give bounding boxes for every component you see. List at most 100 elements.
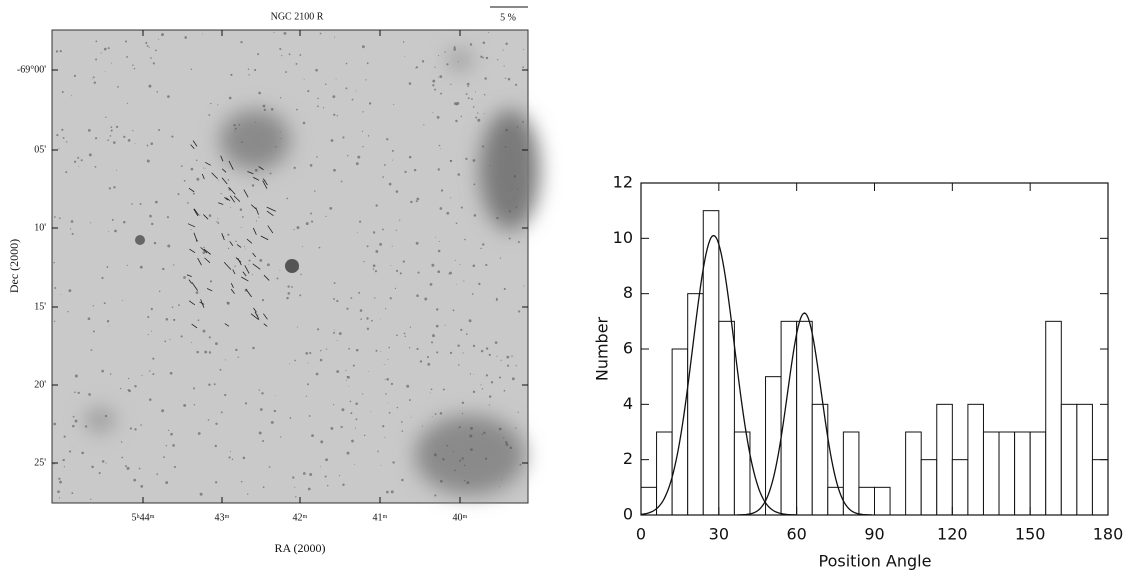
star: [517, 241, 520, 244]
star: [466, 82, 470, 86]
star: [455, 119, 458, 123]
star: [523, 285, 525, 287]
star: [234, 127, 237, 130]
star: [386, 138, 389, 141]
vector: [229, 195, 235, 203]
star: [217, 104, 219, 106]
star: [366, 62, 369, 65]
star: [471, 293, 474, 295]
star: [382, 176, 385, 178]
star: [111, 62, 113, 64]
star: [258, 319, 260, 321]
bar: [842, 431, 860, 516]
star: [251, 184, 255, 187]
star: [501, 479, 503, 481]
star: [516, 126, 519, 128]
star: [431, 263, 435, 267]
star: [238, 124, 241, 126]
star: [346, 451, 350, 455]
star: [217, 221, 220, 224]
star: [401, 478, 404, 482]
star: [352, 364, 355, 367]
star: [465, 93, 468, 95]
star: [387, 358, 389, 360]
star: [117, 86, 119, 88]
vector: [188, 187, 195, 193]
star: [340, 425, 343, 429]
star: [106, 320, 110, 323]
star: [302, 472, 306, 475]
star: [461, 401, 465, 404]
star: [255, 121, 257, 123]
star: [60, 294, 62, 296]
star: [197, 319, 200, 322]
star: [404, 56, 406, 58]
star: [453, 102, 457, 106]
star: [429, 282, 433, 286]
star: [302, 246, 304, 248]
star: [380, 351, 382, 353]
star: [307, 487, 311, 491]
star: [319, 32, 322, 35]
star: [332, 95, 336, 99]
vector: [266, 210, 274, 216]
bar: [998, 431, 1016, 516]
star: [59, 49, 62, 53]
star: [513, 199, 515, 201]
stars: [53, 31, 525, 500]
star: [330, 139, 334, 142]
star: [446, 63, 449, 66]
star: [190, 229, 192, 231]
bar: [796, 320, 813, 516]
star: [461, 457, 464, 460]
nebula: [480, 110, 540, 230]
star: [108, 231, 110, 233]
star: [127, 377, 130, 380]
star: [351, 439, 354, 443]
star: [193, 387, 196, 390]
star: [472, 106, 475, 108]
vector: [262, 178, 268, 186]
star: [286, 296, 289, 300]
star: [424, 297, 428, 301]
star: [213, 383, 216, 386]
star: [293, 166, 296, 169]
star: [432, 111, 434, 113]
star: [190, 341, 192, 343]
star: [315, 68, 318, 72]
star: [318, 246, 321, 249]
y-tick-label: 05': [34, 144, 46, 155]
star: [515, 206, 518, 208]
y-tick-label: -69°00': [17, 64, 46, 75]
star: [156, 473, 159, 475]
star: [203, 246, 205, 249]
star: [463, 280, 465, 282]
star: [108, 187, 111, 190]
star: [386, 490, 389, 494]
star: [116, 169, 118, 171]
star: [485, 263, 488, 267]
x-tick-label: 42ᵐ: [293, 512, 308, 523]
star: [303, 78, 305, 80]
vector: [253, 307, 257, 313]
star: [240, 480, 243, 483]
star: [506, 355, 510, 359]
star: [148, 46, 150, 48]
star: [361, 130, 364, 132]
star: [145, 41, 148, 44]
star: [366, 317, 369, 320]
star: [523, 49, 525, 51]
star: [248, 74, 250, 76]
star: [362, 111, 364, 113]
star: [104, 414, 108, 418]
star: [460, 206, 463, 209]
star: [515, 365, 517, 367]
star: [71, 492, 74, 495]
star: [169, 338, 171, 340]
star: [395, 190, 399, 193]
star: [199, 492, 203, 496]
vector: [233, 195, 241, 202]
star: [295, 62, 298, 65]
star: [109, 135, 112, 137]
star: [204, 167, 206, 169]
